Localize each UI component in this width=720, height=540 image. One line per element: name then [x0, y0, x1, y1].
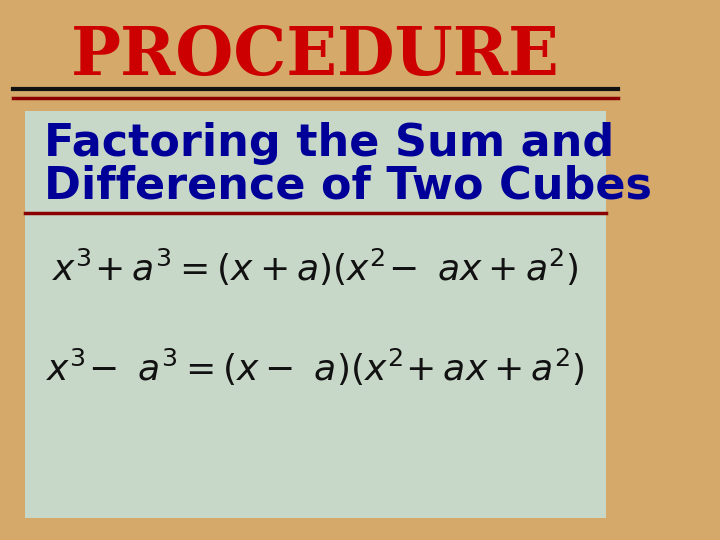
Text: PROCEDURE: PROCEDURE	[71, 24, 560, 89]
Text: Difference of Two Cubes: Difference of Two Cubes	[44, 165, 652, 208]
FancyBboxPatch shape	[25, 111, 606, 518]
Text: $\mathit{x}^3\!+\mathit{a}^3 = (\mathit{x}+\mathit{a})(\mathit{x}^2\!-\ \mathit{: $\mathit{x}^3\!+\mathit{a}^3 = (\mathit{…	[52, 247, 579, 288]
Text: Factoring the Sum and: Factoring the Sum and	[44, 122, 614, 165]
Text: $\mathit{x}^3\!-\ \mathit{a}^3 = (\mathit{x}-\ \mathit{a})(\mathit{x}^2\!+\mathi: $\mathit{x}^3\!-\ \mathit{a}^3 = (\mathi…	[46, 347, 585, 388]
